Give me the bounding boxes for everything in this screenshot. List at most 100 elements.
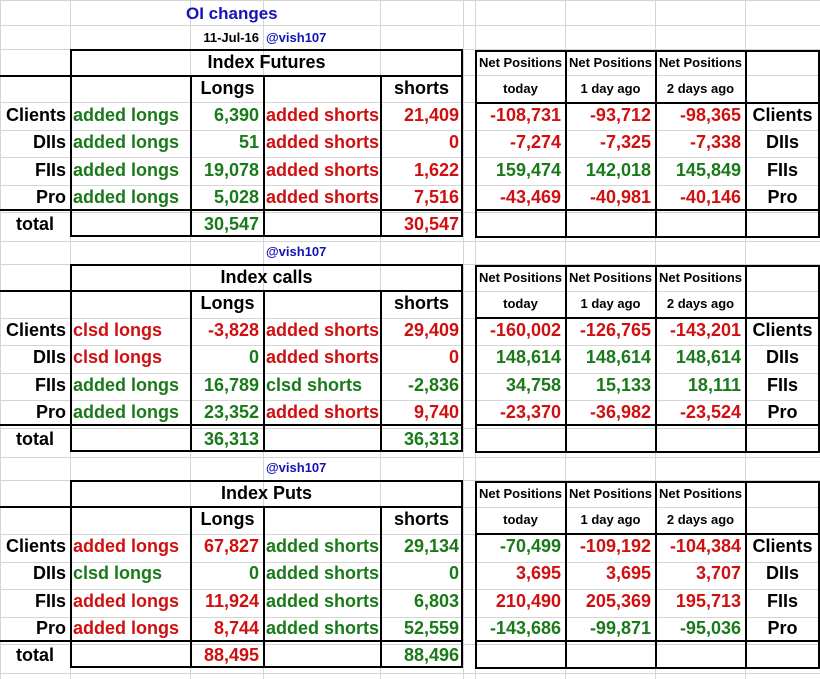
short-action-label: added shorts [266,132,380,153]
net-2d-value: 18,111 [687,374,741,395]
total-longs: 30,547 [203,214,259,234]
short-action-label: added shorts [266,618,380,639]
table-border [380,290,382,452]
section-heading: Index calls [220,267,313,287]
long-value: -3,828 [207,320,259,340]
total-label: total [16,214,54,234]
net-today-value: 148,614 [495,347,561,368]
net-2d-value: -23,524 [679,402,741,423]
long-value: 6,390 [213,105,259,125]
total-longs: 88,495 [203,645,259,665]
author-handle: @vish107 [266,30,327,45]
row-entity-label-right: Clients [752,536,813,556]
table-border [475,317,820,319]
shorts-header: shorts [393,293,449,313]
net-1d-value: 205,369 [585,590,651,611]
table-border [745,481,747,669]
net-2d-value: -95,036 [679,618,741,639]
table-border [745,50,747,238]
today-header: today [503,296,538,311]
row-entity-label: Pro [35,187,66,208]
long-value: 51 [238,132,259,153]
long-action-label: added longs [73,536,180,556]
row-entity-label-right: DIIs [765,132,799,153]
table-border [263,506,265,668]
long-action-label: added longs [73,374,180,395]
net-positions-header: Net Positions [658,55,743,70]
table-border [475,640,820,642]
net-positions-header: Net Positions [568,486,653,501]
net-2d-value: 148,614 [675,347,741,368]
row-entity-label-right: Pro [767,618,798,639]
short-action-label: added shorts [266,563,380,584]
long-action-label: added longs [73,187,180,208]
author-handle: @vish107 [266,460,327,475]
net-today-value: 3,695 [515,563,561,584]
net-positions-frame [475,50,820,238]
net-1d-value: 148,614 [585,347,651,368]
short-action-label: added shorts [266,320,380,340]
long-value: 23,352 [203,402,259,423]
row-entity-label: Clients [5,320,66,340]
row-entity-label: FIIs [34,374,66,395]
long-action-label: added longs [73,402,180,423]
long-action-label: added longs [73,159,180,180]
net-positions-header: Net Positions [568,55,653,70]
row-entity-label-right: Clients [752,320,813,340]
long-value: 11,924 [204,590,259,611]
short-value: 1,622 [413,159,459,180]
row-entity-label: FIIs [34,159,66,180]
net-today-value: -160,002 [489,320,561,340]
net-positions-header: Net Positions [658,270,743,285]
net-1d-value: 3,695 [605,563,651,584]
long-value: 5,028 [213,187,259,208]
short-value: 0 [448,563,459,584]
net-1d-value: -40,981 [589,187,651,208]
short-value: 0 [448,347,459,368]
table-border [263,75,265,237]
net-1d-value: -7,325 [599,132,651,153]
two-days-ago-header: 2 days ago [666,296,735,311]
net-2d-value: -40,146 [679,187,741,208]
table-border [0,640,463,642]
row-entity-label: DIIs [32,347,66,368]
net-1d-value: -99,871 [589,618,651,639]
row-entity-label: Clients [5,536,66,556]
net-positions-header: Net Positions [478,486,563,501]
one-day-ago-header: 1 day ago [580,296,641,311]
long-value: 16,789 [203,374,259,395]
long-value: 0 [248,563,259,584]
total-shorts: 88,496 [403,645,459,665]
row-entity-label-right: DIIs [765,563,799,584]
net-today-value: -143,686 [489,618,561,639]
net-positions-frame [475,265,820,453]
long-action-label: clsd longs [73,347,163,368]
one-day-ago-header: 1 day ago [580,81,641,96]
row-entity-label: DIIs [32,563,66,584]
row-entity-label-right: DIIs [765,347,799,368]
row-entity-label-right: FIIs [766,159,798,180]
net-2d-value: 145,849 [675,159,741,180]
short-action-label: clsd shorts [266,374,363,395]
net-positions-header: Net Positions [568,270,653,285]
short-action-label: added shorts [266,187,380,208]
net-today-value: 159,474 [495,159,561,180]
net-today-value: 34,758 [505,374,561,395]
longs-header: Longs [200,293,255,313]
short-value: 29,409 [403,320,459,340]
net-today-value: -43,469 [499,187,561,208]
table-border [745,265,747,453]
table-border [655,50,657,238]
table-border [0,424,463,426]
row-entity-label: DIIs [32,132,66,153]
long-action-label: added longs [73,105,180,125]
row-entity-label: Pro [35,402,66,423]
short-action-label: added shorts [266,590,380,611]
table-border [0,506,463,508]
table-border [380,75,382,237]
net-1d-value: -109,192 [579,536,651,556]
total-longs: 36,313 [203,429,259,449]
net-1d-value: 142,018 [585,159,651,180]
shorts-header: shorts [393,78,449,98]
short-value: 21,409 [403,105,459,125]
